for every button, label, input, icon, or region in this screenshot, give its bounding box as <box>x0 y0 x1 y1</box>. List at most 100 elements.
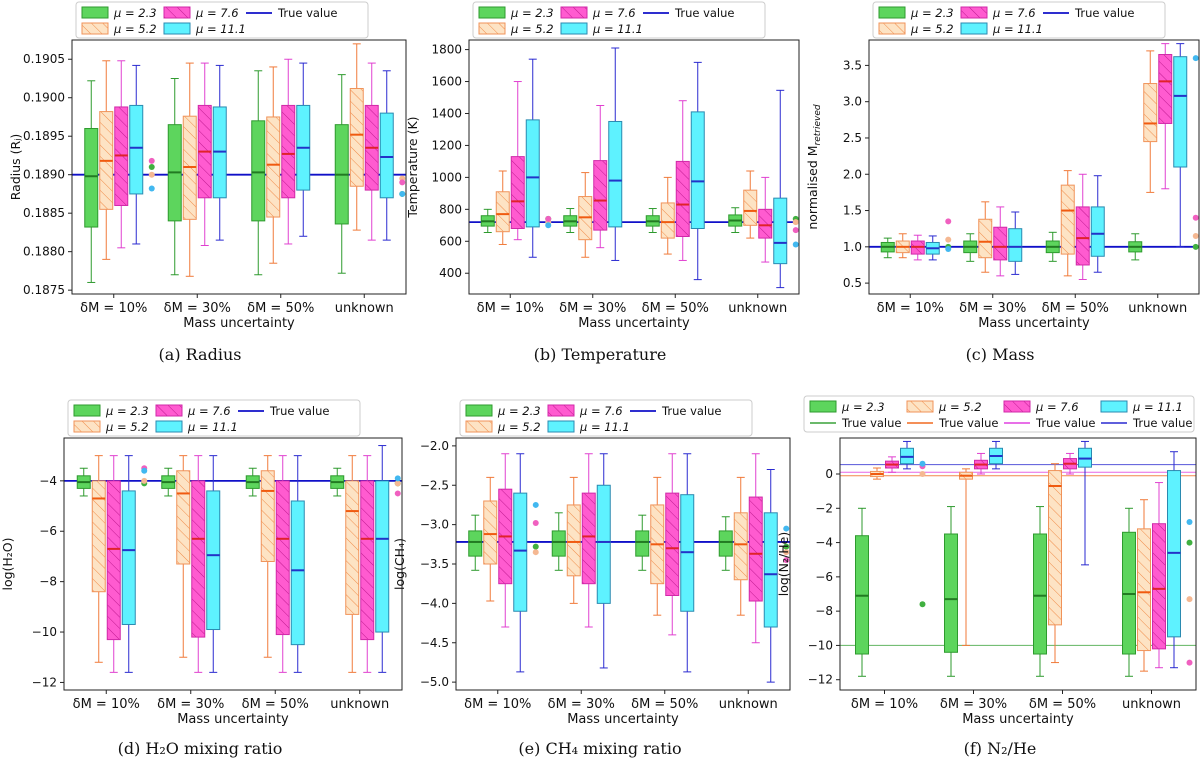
box-body <box>690 111 705 230</box>
box-body <box>525 119 540 228</box>
x-tick-label: unknown <box>719 697 778 712</box>
x-tick-label: δM = 50% <box>631 697 698 712</box>
x-tick-label: δM = 50% <box>247 301 314 316</box>
box-h2o-s3-c0 <box>121 455 136 673</box>
box-h2o-s0-c0 <box>76 467 91 497</box>
y-tick-label: 0 <box>825 467 833 481</box>
box-h2o-s3-c2 <box>290 455 305 673</box>
y-tick-label: 0.5 <box>843 276 862 290</box>
y-tick-label: −2 <box>815 501 833 515</box>
y-tick-label: 2.5 <box>843 131 862 145</box>
x-tick-label: δM = 50% <box>1042 301 1109 316</box>
y-tick-label: 1.5 <box>843 204 862 218</box>
caption-ch4: (e) CH₄ mixing ratio <box>518 739 682 758</box>
box-body <box>106 480 121 641</box>
box-ch4-s1-c1 <box>566 476 581 604</box>
box-ch4-s3-c2 <box>680 453 695 673</box>
box-body <box>84 128 99 228</box>
y-tick-label: 2.0 <box>843 167 862 181</box>
legend-label: μ = 5.2 <box>510 22 554 36</box>
box-body <box>375 480 390 633</box>
box-mass-s1-c0 <box>895 233 910 259</box>
x-tick-label: δM = 30% <box>548 697 615 712</box>
box-n2he-s1-c3 <box>1137 499 1151 672</box>
x-tick-label: δM = 30% <box>959 301 1026 316</box>
box-temperature-s1-c1 <box>578 172 593 258</box>
y-tick-label: 0.1875 <box>23 283 65 297</box>
y-tick-label: −5.0 <box>420 675 449 689</box>
legend-swatch <box>81 22 109 35</box>
box-mass-s1-c1 <box>978 201 993 273</box>
y-tick-label: 0.1900 <box>23 91 65 105</box>
legend-label: μ = 7.6 <box>992 6 1036 20</box>
panel-h2o: −12 −10 −8 −6 −4 δM = 10% δM = 30% δM = 50% unkn… <box>0 399 403 727</box>
box-body <box>993 226 1008 261</box>
box-radius-s2-c3 <box>364 62 379 241</box>
legend-label: μ = 5.2 <box>910 22 954 36</box>
box-temperature-s3-c0 <box>525 58 540 258</box>
box-n2he-s0-c3 <box>1122 507 1136 677</box>
x-tick-label: δM = 30% <box>559 301 626 316</box>
box-body <box>349 87 364 187</box>
box-h2o-s2-c2 <box>275 455 290 673</box>
box-radius-s3-c0 <box>129 64 144 245</box>
x-tick-label: unknown <box>1128 301 1187 316</box>
legend-label: True value <box>277 6 338 20</box>
outlier-point <box>1192 55 1199 62</box>
plot-frame <box>63 437 403 691</box>
outlier-point <box>532 543 539 550</box>
box-temperature-s1-c0 <box>495 170 510 245</box>
legend-label: μ = 11.1 <box>579 420 630 434</box>
plot-frame <box>868 39 1200 295</box>
box-body <box>1008 228 1023 262</box>
box-n2he-s0-c0 <box>855 507 869 677</box>
box-mass-s3-c2 <box>1090 175 1105 273</box>
box-n2he-s2-c3 <box>1152 482 1166 669</box>
box-n2he-s0-c2 <box>1033 506 1047 677</box>
legend-box <box>75 1 369 39</box>
x-axis-label: Mass uncertainty <box>978 316 1090 331</box>
box-body <box>1137 528 1151 652</box>
y-tick-label: −12 <box>808 673 833 687</box>
box-body <box>718 530 733 557</box>
box-h2o-s3-c1 <box>206 455 221 673</box>
box-radius-s1-c1 <box>182 62 197 277</box>
box-body <box>290 500 305 646</box>
outlier-point <box>945 236 952 243</box>
box-temperature-s2-c0 <box>510 81 525 241</box>
x-tick-label: δM = 10% <box>73 697 140 712</box>
x-tick-label: δM = 10% <box>477 301 544 316</box>
y-axis-label: normalised Mretrieved <box>805 104 823 230</box>
box-radius-s3-c1 <box>212 64 227 241</box>
box-body <box>266 116 281 218</box>
plot-frame <box>468 39 800 295</box>
legend-label: μ = 5.2 <box>938 400 982 414</box>
outlier-point <box>399 190 406 197</box>
y-tick-label: −12 <box>32 675 57 689</box>
box-mass-s2-c3 <box>1158 43 1173 190</box>
box-body <box>773 197 788 265</box>
legend-label: μ = 2.3 <box>113 6 157 20</box>
legend-swatch <box>163 22 191 35</box>
outlier-point <box>399 179 406 186</box>
y-tick-label: 1200 <box>431 138 462 152</box>
plot-area <box>72 43 406 283</box>
box-n2he-s2-c1 <box>974 452 988 475</box>
y-tick-label: 1800 <box>431 43 462 57</box>
plot-area <box>840 440 1196 677</box>
box-n2he-s3-c0 <box>900 440 914 470</box>
legend-swatch <box>547 420 575 433</box>
box-body <box>593 160 608 231</box>
legend-label: μ = 2.3 <box>105 404 149 418</box>
box-body <box>275 480 290 636</box>
legend-swatch <box>73 420 101 433</box>
box-body <box>763 512 778 628</box>
legend: μ = 2.3 μ = 5.2 μ = 7.6 μ = 11.1 True value <box>872 1 1166 39</box>
caption-n2he: (f) N₂/He <box>963 739 1037 758</box>
box-ch4-s3-c3 <box>763 469 778 683</box>
outlier-point <box>545 222 552 229</box>
legend-swatch <box>560 22 588 35</box>
x-tick-label: δM = 10% <box>877 301 944 316</box>
plot-frame <box>71 39 407 295</box>
x-tick-label: δM = 30% <box>164 301 231 316</box>
